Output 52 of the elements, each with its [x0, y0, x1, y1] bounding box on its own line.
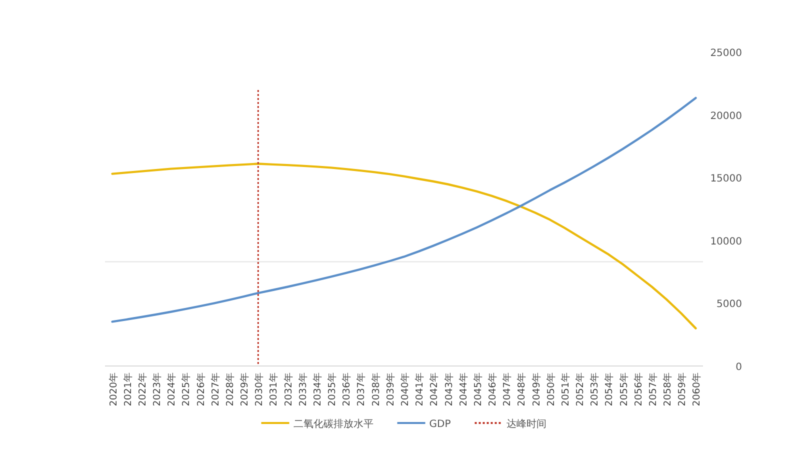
line-series	[111, 96, 697, 323]
x-tick-label: 2030年	[253, 372, 266, 406]
legend-label: 达峰时间	[506, 418, 547, 430]
x-tick-label: 2049年	[530, 372, 542, 406]
x-tick-label: 2037年	[355, 372, 368, 406]
y-tick-label: 15000	[710, 174, 742, 185]
x-tick-label: 2024年	[166, 372, 178, 406]
x-tick-label: 2054年	[603, 372, 616, 406]
x-tick-label: 2036年	[340, 372, 353, 406]
x-tick-label: 2043年	[442, 372, 455, 406]
x-tick-label: 2047年	[501, 372, 514, 406]
y-tick-label: 25000	[710, 48, 742, 59]
line-series	[111, 162, 697, 330]
x-tick-label: 2029年	[238, 372, 251, 406]
x-tick-label: 2048年	[516, 372, 528, 406]
x-tick-label: 2051年	[559, 372, 572, 406]
x-tick-label: 2042年	[428, 372, 440, 406]
legend-label: 二氧化碳排放水平	[293, 418, 374, 430]
x-tick-label: 2060年	[690, 372, 703, 406]
x-tick-label: 2045年	[472, 372, 484, 406]
x-tick-label: 2057年	[646, 372, 659, 406]
x-tick-label: 2059年	[676, 372, 688, 406]
y-tick-label: 10000	[710, 236, 742, 248]
x-tick-label: 2032年	[282, 372, 294, 406]
x-tick-label: 2039年	[384, 372, 396, 406]
x-tick-label: 2031年	[268, 372, 280, 406]
x-tick-label: 2028年	[224, 372, 236, 406]
x-tick-label: 2056年	[632, 372, 644, 406]
y-tick-label: 0	[736, 362, 742, 373]
x-tick-label: 2055年	[618, 372, 630, 406]
x-tick-label: 2034年	[311, 372, 324, 406]
legend-label: GDP	[429, 419, 451, 430]
x-tick-label: 2023年	[151, 372, 164, 406]
x-tick-label: 2035年	[326, 372, 338, 406]
x-tick-label: 2020年	[107, 372, 120, 406]
y-tick-label: 5000	[716, 299, 742, 310]
x-tick-label: 2022年	[136, 372, 148, 406]
x-tick-label: 2058年	[662, 372, 674, 406]
x-tick-label: 2040年	[399, 372, 411, 406]
x-tick-label: 2053年	[588, 372, 601, 406]
x-tick-label: 2021年	[122, 372, 134, 406]
x-tick-label: 2025年	[180, 372, 192, 406]
x-tick-label: 2041年	[414, 372, 426, 406]
x-tick-label: 2050年	[544, 372, 557, 406]
x-tick-label: 2026年	[194, 372, 207, 406]
y-tick-label: 20000	[710, 110, 742, 122]
x-tick-label: 2046年	[486, 372, 499, 406]
x-tick-label: 2044年	[457, 372, 470, 406]
x-tick-label: 2033年	[296, 372, 309, 406]
x-tick-label: 2052年	[574, 372, 586, 406]
x-tick-label: 2038年	[370, 372, 382, 406]
x-tick-label: 2027年	[209, 372, 222, 406]
